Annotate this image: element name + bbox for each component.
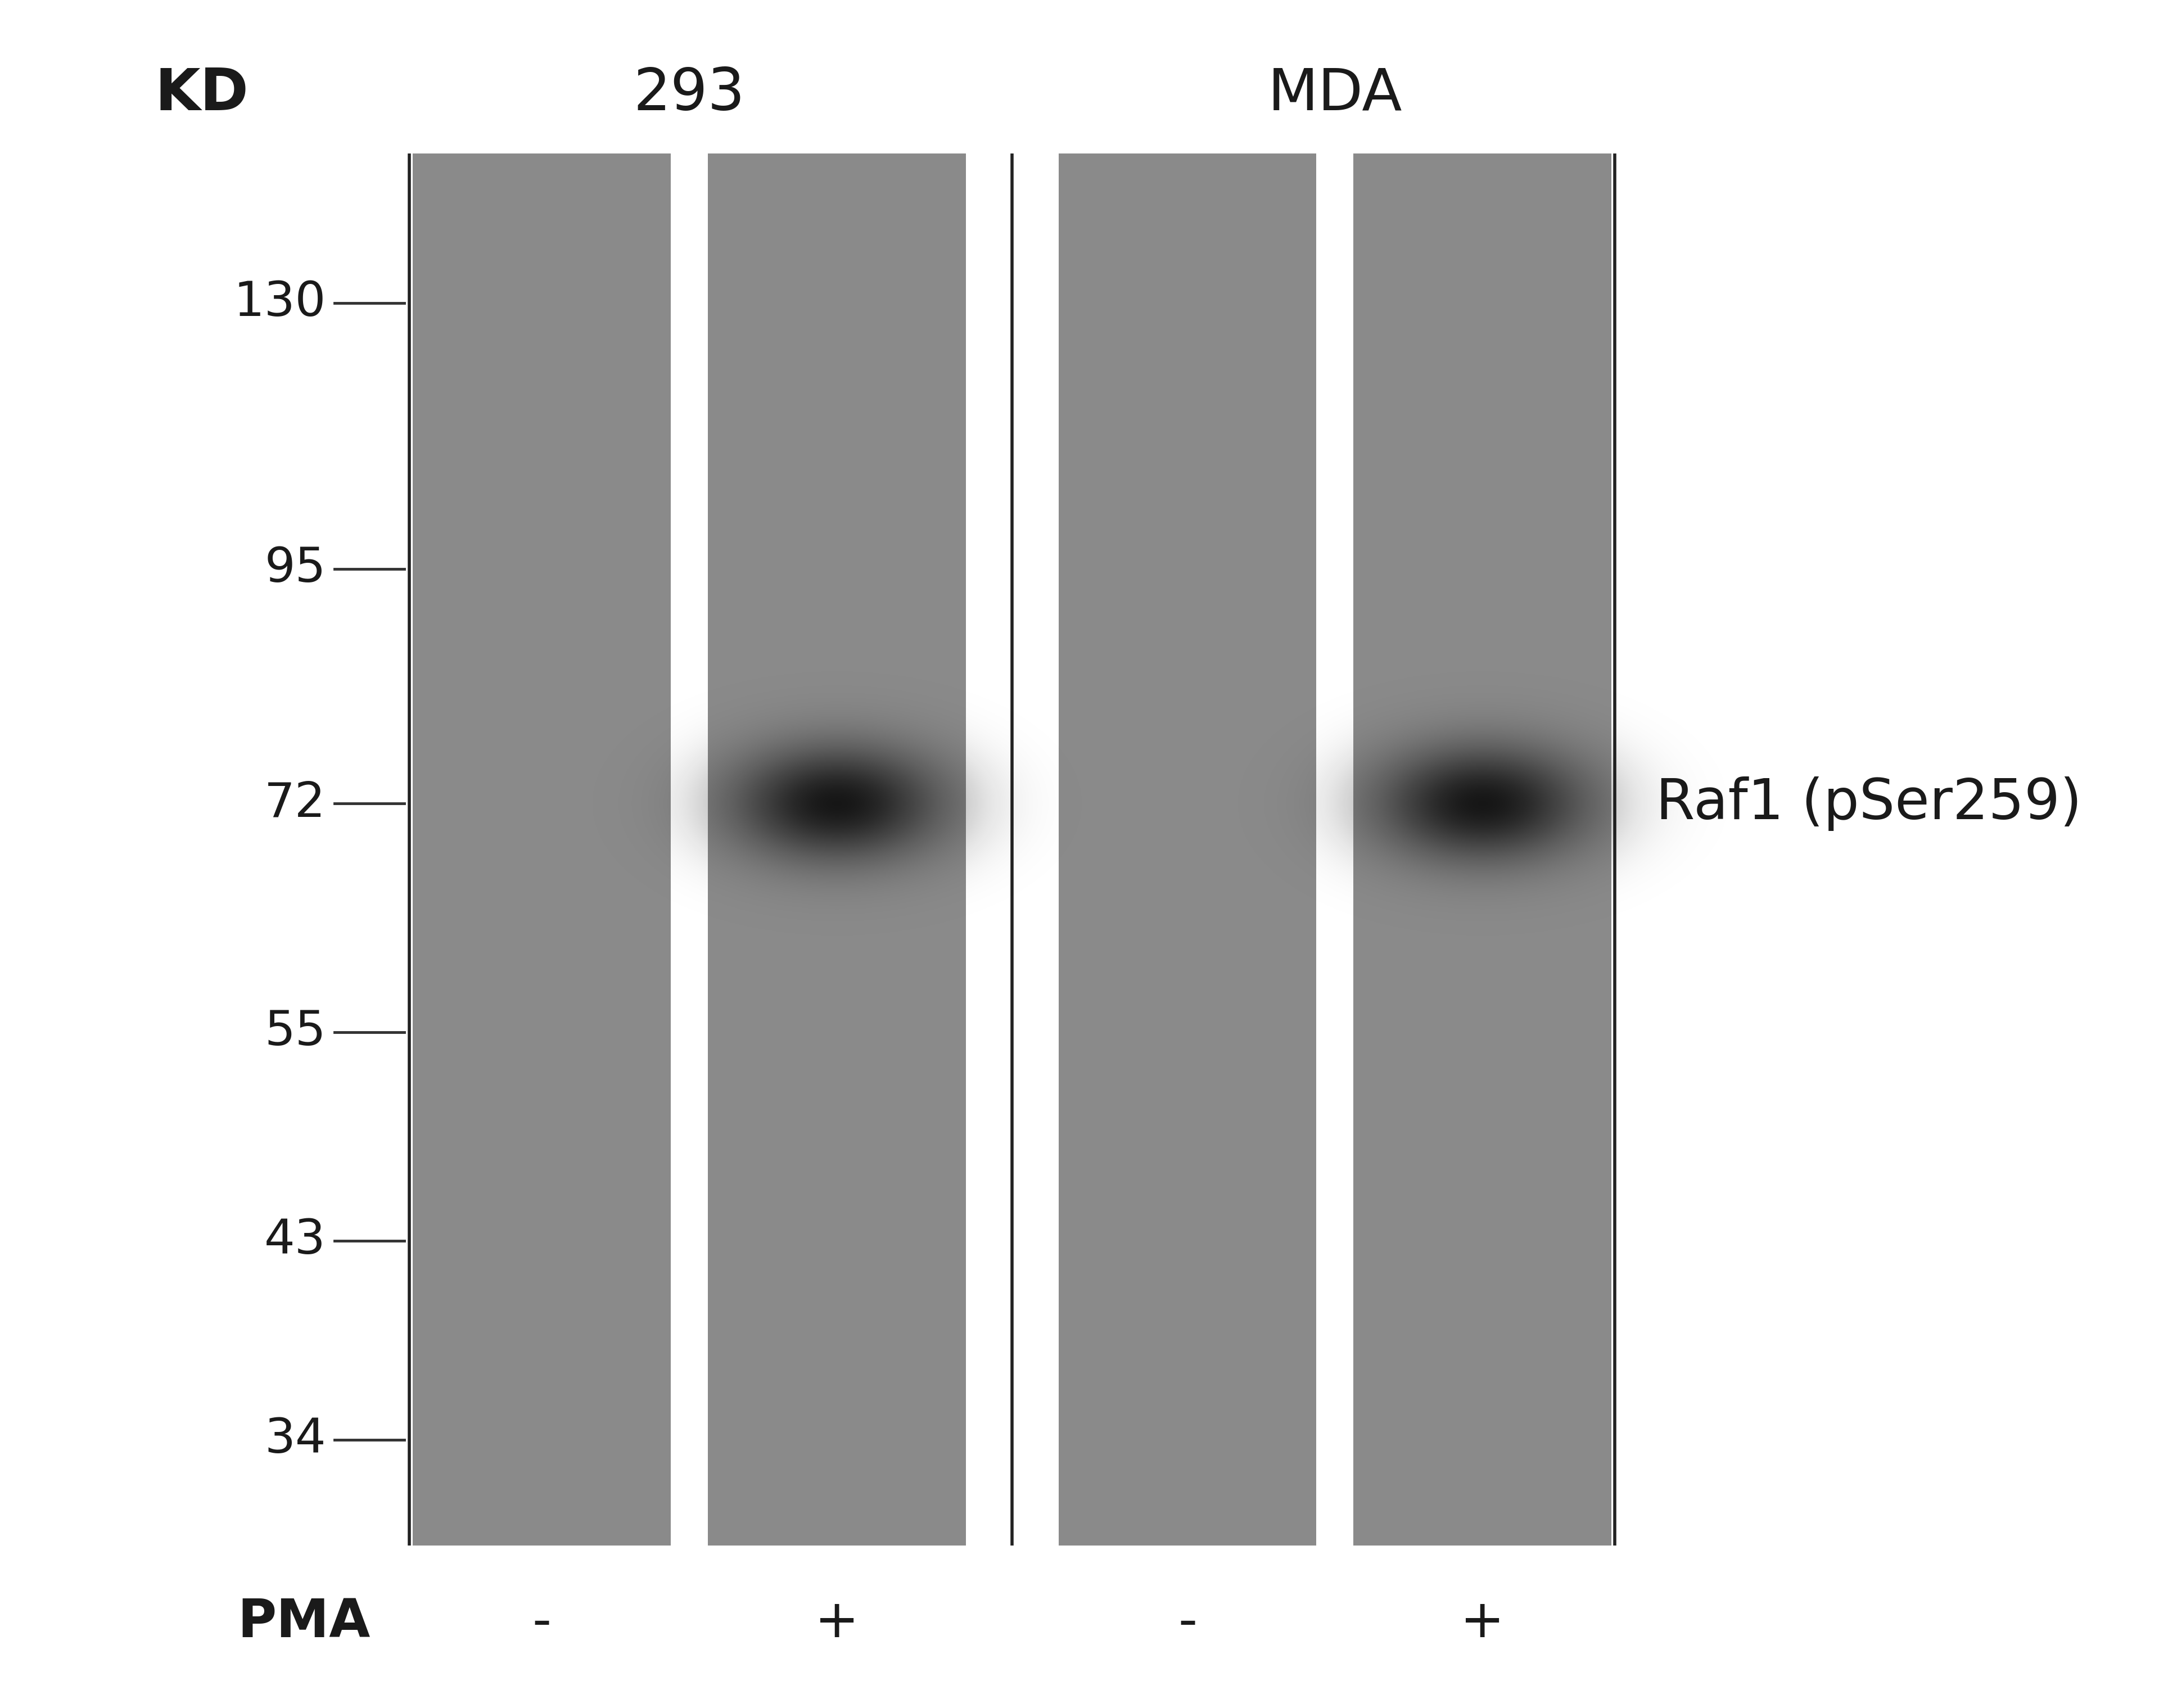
Text: 43: 43 — [263, 1218, 326, 1264]
Text: +: + — [1459, 1597, 1505, 1648]
Bar — [412, 154, 671, 1546]
Text: 55: 55 — [263, 1009, 326, 1056]
Text: Raf1 (pSer259): Raf1 (pSer259) — [1656, 777, 2081, 830]
Bar — [1354, 154, 1611, 1546]
Text: PMA: PMA — [237, 1597, 369, 1648]
Text: 72: 72 — [263, 781, 326, 827]
Text: -: - — [1179, 1597, 1196, 1648]
Text: MDA: MDA — [1267, 65, 1403, 123]
Text: 130: 130 — [233, 280, 326, 326]
Text: 293: 293 — [633, 65, 745, 123]
Bar — [1058, 154, 1317, 1546]
Bar — [708, 154, 965, 1546]
Text: 34: 34 — [263, 1416, 326, 1464]
Text: +: + — [814, 1597, 859, 1648]
Text: -: - — [531, 1597, 551, 1648]
Text: KD: KD — [155, 65, 248, 123]
Text: 95: 95 — [266, 545, 326, 593]
